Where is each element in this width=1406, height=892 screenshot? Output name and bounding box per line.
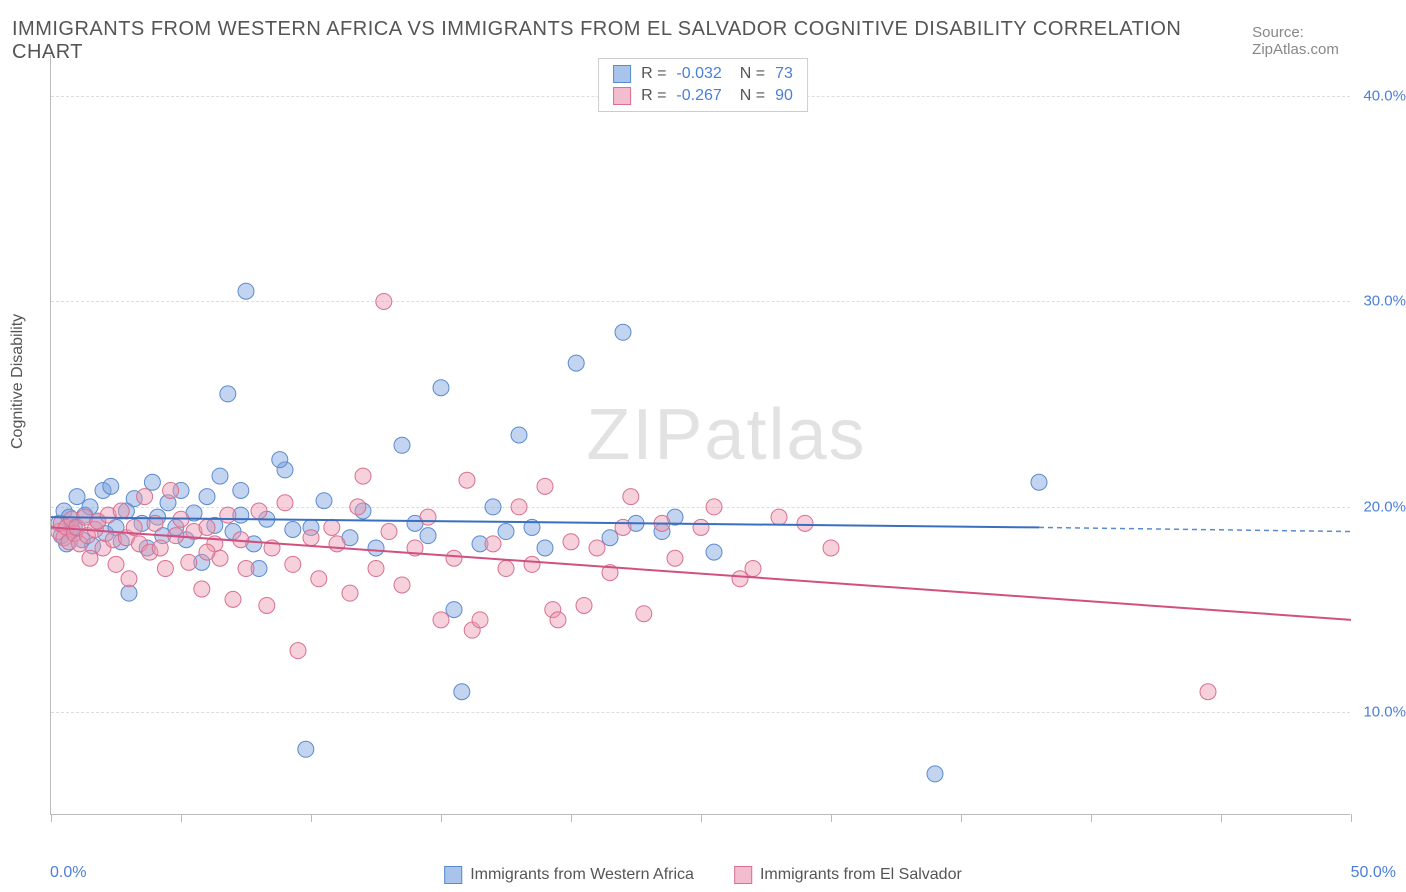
y-tick-label: 30.0% — [1363, 293, 1406, 310]
y-tick-label: 40.0% — [1363, 88, 1406, 105]
legend-label: Immigrants from Western Africa — [470, 866, 694, 884]
source-label: Source: ZipAtlas.com — [1252, 24, 1394, 58]
n-value: 90 — [775, 87, 793, 105]
x-tick — [1091, 814, 1092, 822]
legend-label: Immigrants from El Salvador — [760, 866, 962, 884]
x-tick — [51, 814, 52, 822]
correlation-row: R = -0.267 N = 90 — [613, 85, 793, 107]
n-label: N = — [740, 87, 765, 105]
x-tick — [701, 814, 702, 822]
x-tick — [311, 814, 312, 822]
x-tick — [1351, 814, 1352, 822]
x-tick — [181, 814, 182, 822]
r-value: -0.032 — [676, 65, 721, 83]
y-tick-label: 20.0% — [1363, 498, 1406, 515]
chart-area: ZIPatlas 10.0%20.0%30.0%40.0% — [50, 55, 1350, 815]
x-min-label: 0.0% — [50, 864, 86, 882]
y-axis-label: Cognitive Disability — [9, 314, 27, 449]
legend-swatch — [734, 866, 752, 884]
x-tick — [441, 814, 442, 822]
r-value: -0.267 — [676, 87, 721, 105]
legend-swatch — [613, 65, 631, 83]
series-legend: Immigrants from Western Africa Immigrant… — [444, 866, 962, 884]
scatter-plot — [51, 55, 1351, 815]
x-tick — [961, 814, 962, 822]
correlation-row: R = -0.032 N = 73 — [613, 63, 793, 85]
legend-item: Immigrants from El Salvador — [734, 866, 962, 884]
n-label: N = — [740, 65, 765, 83]
y-tick-label: 10.0% — [1363, 704, 1406, 721]
x-max-label: 50.0% — [1351, 864, 1396, 882]
legend-item: Immigrants from Western Africa — [444, 866, 694, 884]
correlation-legend: R = -0.032 N = 73 R = -0.267 N = 90 — [598, 58, 808, 112]
x-tick — [831, 814, 832, 822]
r-label: R = — [641, 65, 666, 83]
legend-swatch — [613, 87, 631, 105]
r-label: R = — [641, 87, 666, 105]
x-tick — [571, 814, 572, 822]
legend-swatch — [444, 866, 462, 884]
n-value: 73 — [775, 65, 793, 83]
x-tick — [1221, 814, 1222, 822]
